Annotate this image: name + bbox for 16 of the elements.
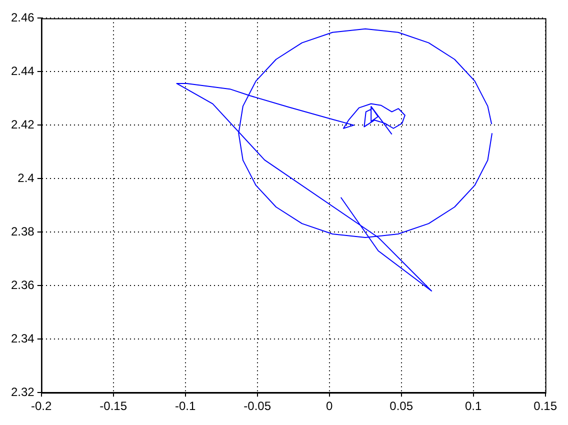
x-tick-label: 0.1 xyxy=(464,399,482,414)
x-tick-label: -0.1 xyxy=(175,399,196,414)
x-tick-label: -0.15 xyxy=(100,399,128,414)
y-tick-label: 2.38 xyxy=(10,224,35,238)
y-tick-label: 2.36 xyxy=(10,278,35,292)
y-tick-label: 2.4 xyxy=(18,170,35,185)
x-tick-label: -0.2 xyxy=(31,399,52,414)
y-tick-label: 2.44 xyxy=(10,64,35,78)
x-tick-label: 0.05 xyxy=(390,399,414,414)
y-tick-label: 2.34 xyxy=(10,331,35,346)
y-tick-label: 2.32 xyxy=(10,384,35,399)
y-tick-label: 2.42 xyxy=(10,117,35,132)
x-tick-label: -0.05 xyxy=(244,399,272,414)
y-tick-label: 2.46 xyxy=(10,10,35,25)
x-tick-label: 0.15 xyxy=(534,399,558,414)
x-tick-label: 0 xyxy=(326,399,333,414)
